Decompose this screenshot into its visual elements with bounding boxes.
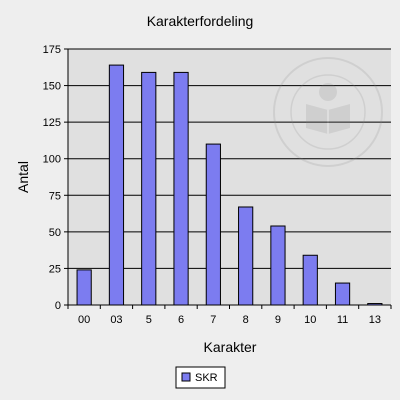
y-tick-label: 125 <box>43 117 61 129</box>
y-tick-label: 0 <box>55 300 61 312</box>
x-tick-label: 6 <box>178 314 184 326</box>
x-tick-label: 9 <box>275 314 281 326</box>
bar <box>334 282 351 306</box>
bar <box>238 206 254 306</box>
bar <box>108 64 125 306</box>
x-tick-label: 03 <box>110 314 122 326</box>
y-tick-label: 150 <box>43 81 61 93</box>
bar <box>173 71 189 306</box>
x-tick-label: 11 <box>337 314 348 326</box>
bar <box>76 269 92 306</box>
x-tick-label: 7 <box>210 314 216 326</box>
bar <box>141 71 157 306</box>
x-tick-label: 00 <box>78 314 90 326</box>
y-tick-label: 175 <box>43 44 61 56</box>
chart-title: Karakterfordeling <box>147 13 254 29</box>
x-axis-label: Karakter <box>204 339 257 355</box>
bar <box>205 143 221 306</box>
bar <box>302 254 318 306</box>
legend-box <box>175 366 226 389</box>
y-axis-ticks: 0 25 50 75 100 125 150 175 <box>43 44 68 312</box>
x-tick-label: 10 <box>304 314 316 326</box>
y-tick-label: 25 <box>49 263 61 275</box>
y-tick-label: 100 <box>43 154 61 166</box>
y-tick-label: 75 <box>49 190 61 202</box>
x-tick-label: 13 <box>369 314 381 326</box>
y-tick-label: 50 <box>49 227 61 239</box>
x-tick-label: 8 <box>243 314 249 326</box>
y-axis-label: Antal <box>15 161 31 193</box>
legend-label: SKR <box>195 372 218 384</box>
legend: SKR <box>175 366 226 389</box>
bars <box>76 64 383 306</box>
x-axis-ticks: 00 03 5 6 7 8 9 10 11 13 <box>67 305 392 326</box>
x-tick-label: 5 <box>146 314 152 326</box>
legend-swatch <box>181 372 191 382</box>
bar <box>270 225 286 306</box>
watermark-seal <box>273 57 383 167</box>
